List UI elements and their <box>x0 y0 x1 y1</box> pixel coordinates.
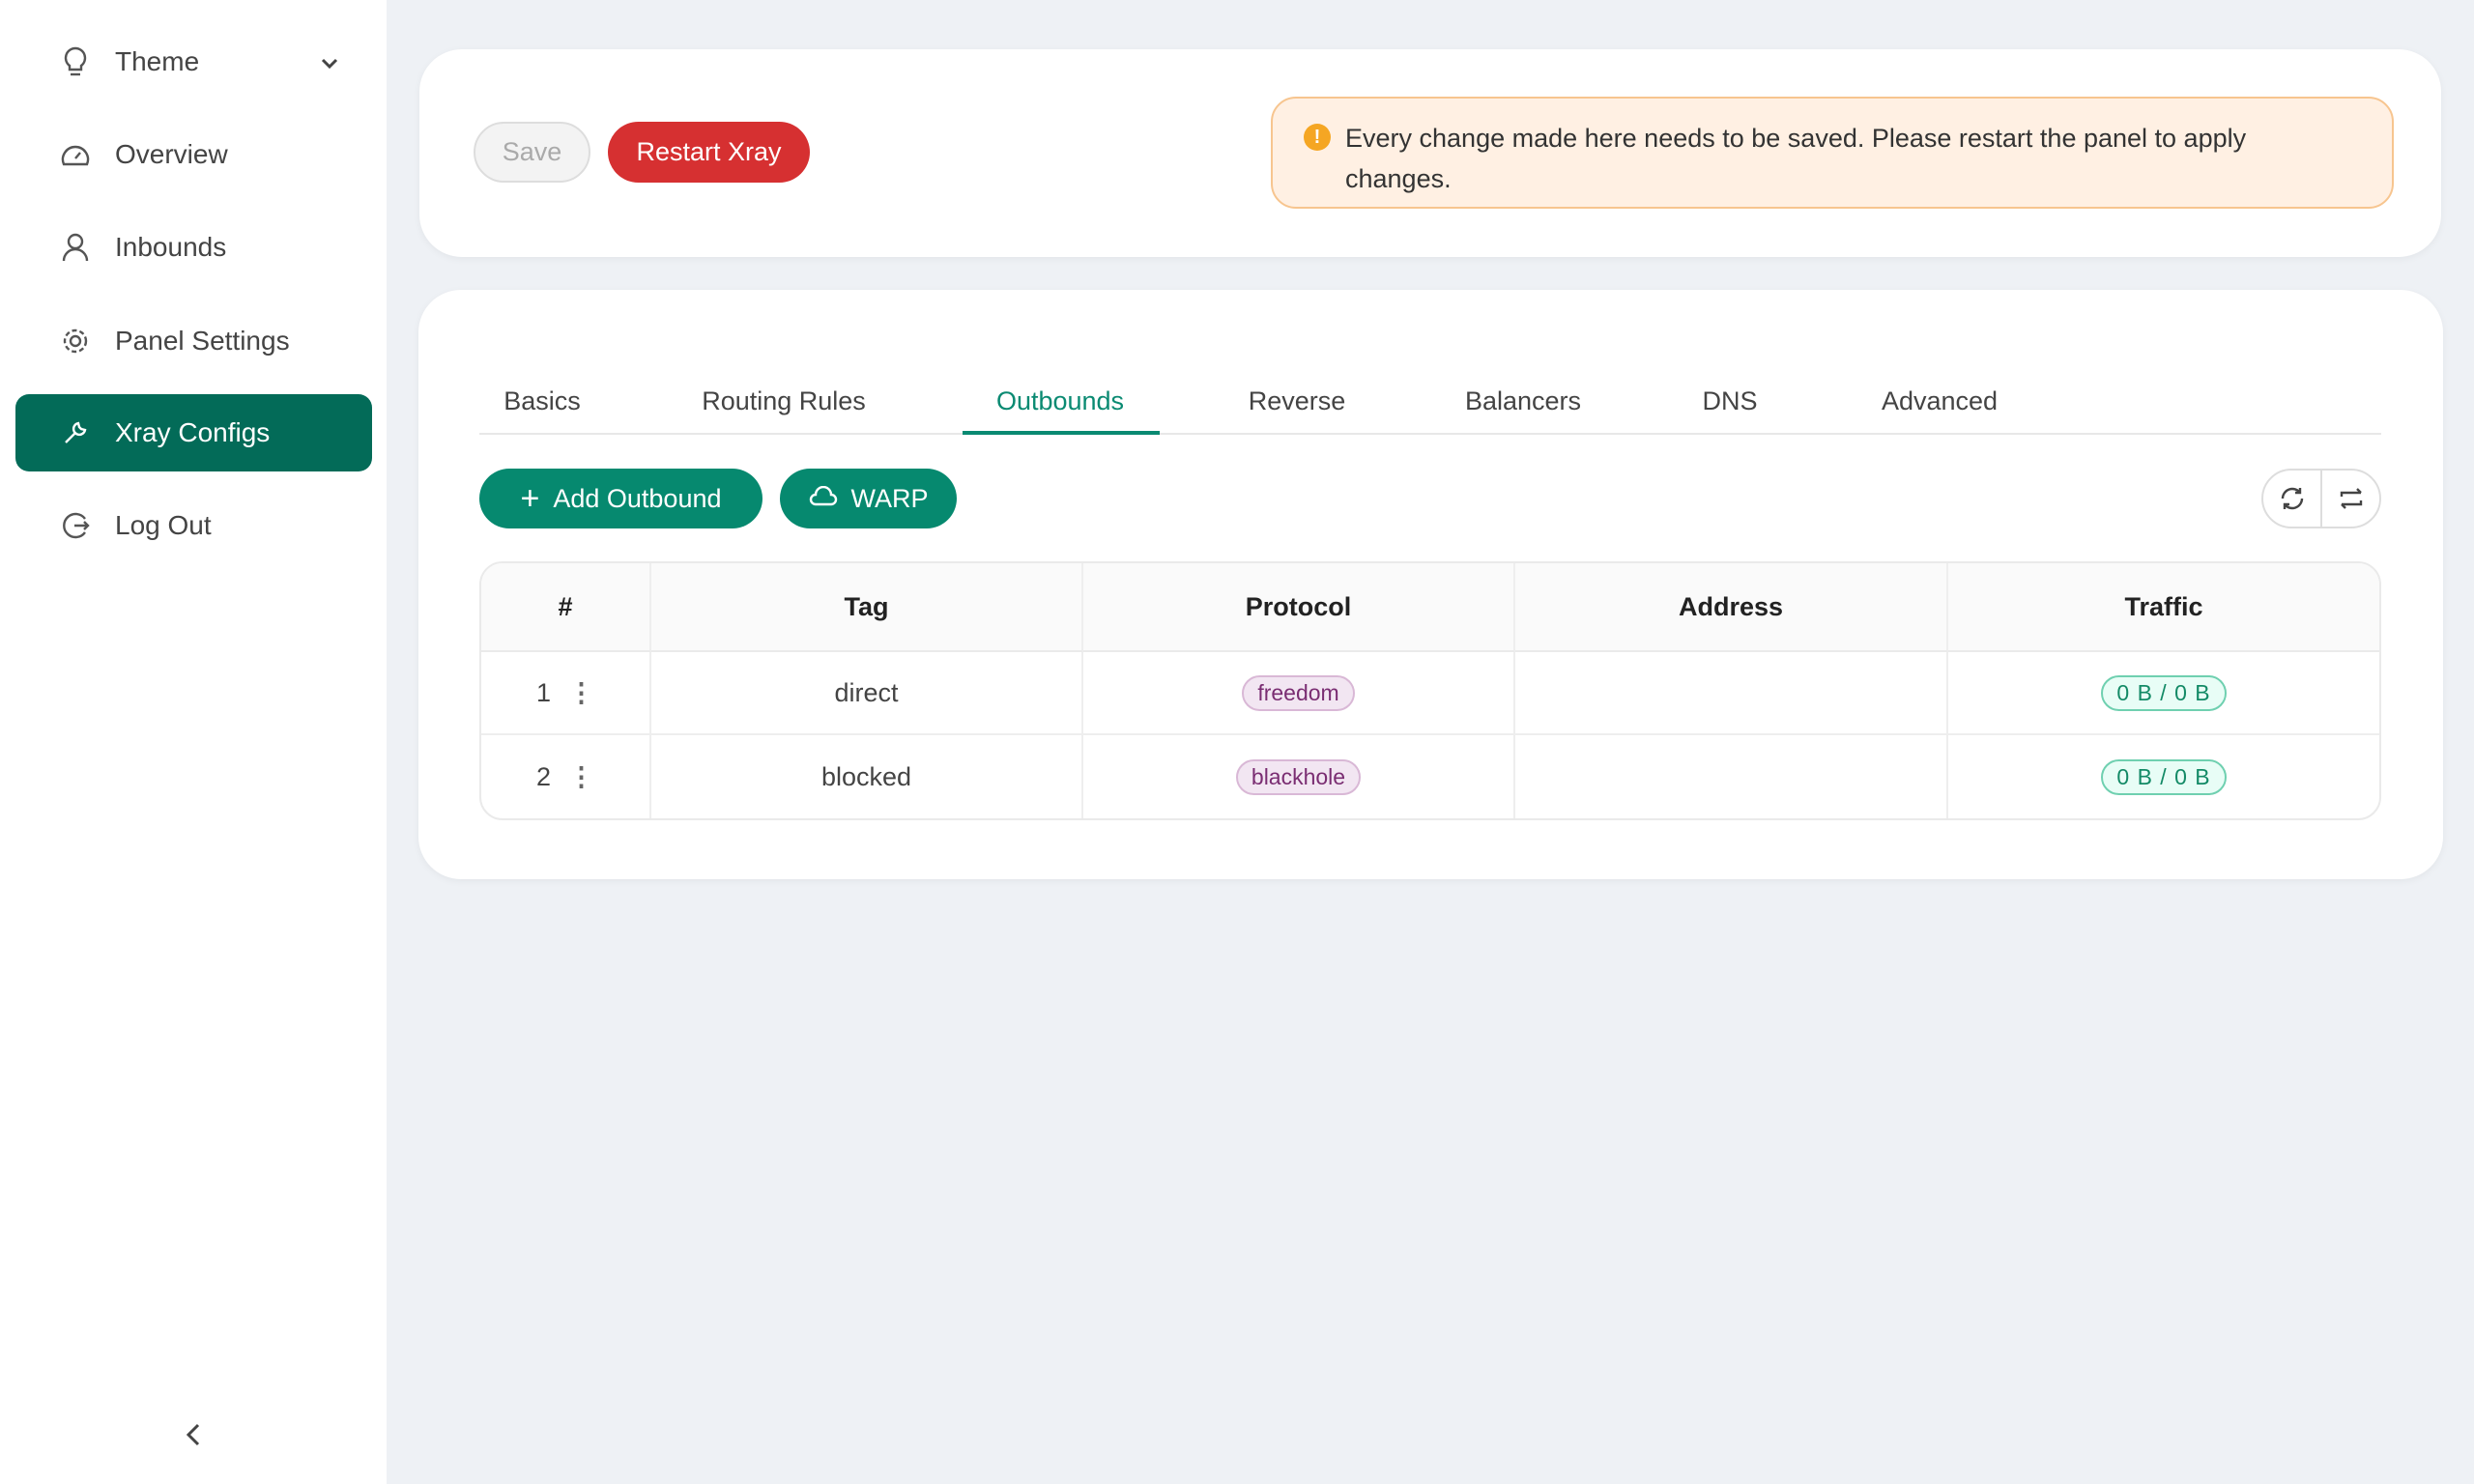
chevron-down-icon <box>320 46 339 77</box>
collapse-sidebar-button[interactable] <box>179 1420 208 1449</box>
active-tab-indicator <box>963 431 1160 435</box>
warp-button[interactable]: WARP <box>780 469 957 528</box>
row-number: 2 <box>535 761 552 791</box>
bulb-icon <box>59 45 92 78</box>
protocol-badge: blackhole <box>1235 758 1362 795</box>
warning-alert: ! Every change made here needs to be sav… <box>1271 97 2394 209</box>
protocol-badge: freedom <box>1242 674 1355 711</box>
outbounds-card: Basics Routing Rules Outbounds Reverse B… <box>418 290 2443 879</box>
sidebar-item-theme[interactable]: Theme <box>15 23 372 100</box>
alert-text: Every change made here needs to be saved… <box>1345 124 2247 193</box>
tab-dns[interactable]: DNS <box>1702 386 1758 415</box>
table-action-group <box>2261 469 2381 528</box>
sidebar-item-log-out[interactable]: Log Out <box>15 487 372 564</box>
tab-reverse[interactable]: Reverse <box>1248 386 1346 415</box>
column-header-protocol: Protocol <box>1083 563 1515 652</box>
more-menu-icon[interactable]: ⋮ <box>568 761 595 791</box>
sidebar-item-panel-settings[interactable]: Panel Settings <box>15 302 372 380</box>
traffic-badge: 0 B / 0 B <box>2101 758 2227 795</box>
save-button[interactable]: Save <box>474 122 590 183</box>
sidebar-item-xray-configs[interactable]: Xray Configs <box>15 394 372 471</box>
sidebar-item-label: Inbounds <box>115 232 227 262</box>
cloud-icon <box>809 484 838 514</box>
column-header-tag: Tag <box>651 563 1083 652</box>
column-header-number: # <box>481 563 651 652</box>
toolbar-card: Save Restart Xray ! Every change made he… <box>419 49 2441 257</box>
exclamation-icon: ! <box>1304 124 1331 151</box>
sidebar-item-label: Theme <box>115 46 200 76</box>
user-icon <box>59 231 92 264</box>
tab-routing-rules[interactable]: Routing Rules <box>702 386 866 415</box>
add-outbound-label: Add Outbound <box>553 483 722 513</box>
tab-outbounds[interactable]: Outbounds <box>995 386 1125 415</box>
row-tag: direct <box>651 652 1083 735</box>
table-row: 2 ⋮ blocked blackhole 0 B / 0 B <box>481 735 2379 818</box>
sidebar-item-inbounds[interactable]: Inbounds <box>15 209 372 286</box>
tab-basics[interactable]: Basics <box>503 386 581 415</box>
warp-label: WARP <box>850 483 929 513</box>
table-row: 1 ⋮ direct freedom 0 B / 0 B <box>481 652 2379 735</box>
row-address <box>1515 652 1948 735</box>
row-address <box>1515 735 1948 818</box>
sidebar-item-label: Overview <box>115 139 228 169</box>
tab-bar: Basics Routing Rules Outbounds Reverse B… <box>479 357 2381 435</box>
sidebar-item-label: Log Out <box>115 510 212 540</box>
refresh-button[interactable] <box>2263 471 2322 527</box>
swap-icon <box>2340 488 2362 509</box>
sidebar-item-label: Panel Settings <box>115 326 290 356</box>
row-number: 1 <box>535 677 552 707</box>
logout-icon <box>59 509 92 542</box>
more-menu-icon[interactable]: ⋮ <box>568 677 595 707</box>
column-header-traffic: Traffic <box>1948 563 2379 652</box>
add-outbound-button[interactable]: + Add Outbound <box>479 469 762 528</box>
plus-icon: + <box>520 479 540 517</box>
wrench-icon <box>59 416 92 449</box>
refresh-icon <box>2281 487 2303 510</box>
restart-xray-button[interactable]: Restart Xray <box>608 122 810 183</box>
outbounds-table: # Tag Protocol Address Traffic 1 ⋮ direct… <box>479 561 2381 820</box>
traffic-badge: 0 B / 0 B <box>2101 674 2227 711</box>
sidebar-item-overview[interactable]: Overview <box>15 116 372 193</box>
tab-balancers[interactable]: Balancers <box>1464 386 1582 415</box>
row-tag: blocked <box>651 735 1083 818</box>
chevron-left-icon <box>186 1423 200 1446</box>
sidebar-item-label: Xray Configs <box>115 417 271 447</box>
tab-advanced[interactable]: Advanced <box>1881 386 1999 415</box>
column-header-address: Address <box>1515 563 1948 652</box>
swap-button[interactable] <box>2322 471 2379 527</box>
gear-icon <box>59 325 92 357</box>
sidebar: Theme Overview Inbounds Panel Settings X… <box>0 0 387 1484</box>
dashboard-icon <box>59 138 92 171</box>
